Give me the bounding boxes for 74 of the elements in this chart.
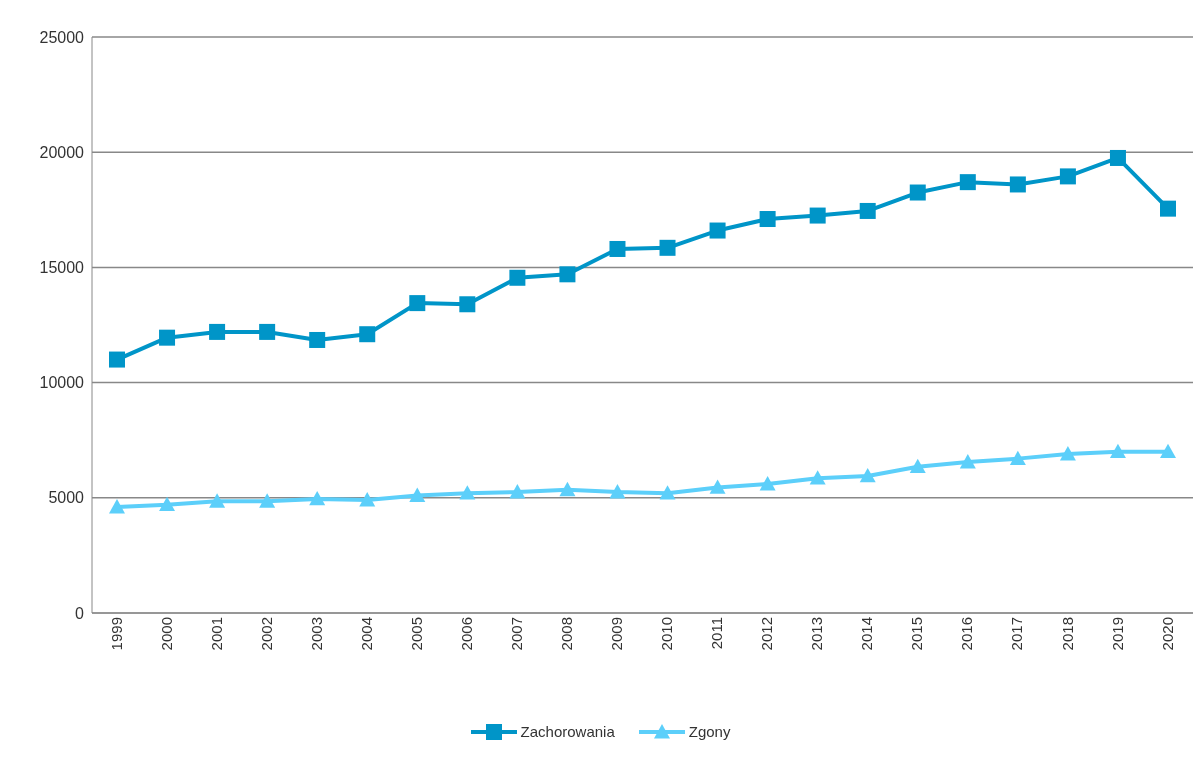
- point: [659, 239, 676, 256]
- point: [809, 470, 826, 485]
- point: [409, 295, 426, 312]
- x-tick-label: 2010: [658, 617, 676, 651]
- point: [709, 479, 726, 494]
- y-tick-label: 10000: [39, 374, 85, 392]
- legend-label: Zachorowania: [520, 723, 615, 740]
- point: [259, 493, 276, 508]
- x-tick-label: 2001: [207, 617, 225, 651]
- point: [1059, 168, 1076, 185]
- point: [1109, 149, 1126, 166]
- point: [1109, 443, 1126, 459]
- x-tick-label: 2015: [908, 617, 926, 651]
- point: [359, 492, 376, 507]
- x-tick-label: 2003: [307, 617, 325, 651]
- point: [609, 484, 626, 499]
- point: [1059, 446, 1076, 461]
- point: [459, 485, 476, 500]
- point: [1160, 443, 1176, 459]
- point: [359, 326, 376, 343]
- x-tick-label: 2011: [708, 617, 726, 650]
- y-tick-label: 5000: [48, 489, 85, 507]
- point: [309, 331, 326, 348]
- point: [759, 211, 776, 228]
- point: [159, 496, 176, 512]
- x-tick-label: 2013: [808, 617, 826, 651]
- point: [109, 351, 125, 368]
- point: [509, 269, 526, 286]
- point: [659, 485, 676, 500]
- point: [609, 240, 626, 257]
- x-tick-label: 1999: [107, 617, 125, 651]
- x-tick-label: 2006: [457, 617, 475, 651]
- point: [959, 454, 976, 469]
- x-tick-label: 2016: [958, 617, 976, 651]
- point: [209, 493, 226, 508]
- y-tick-label: 0: [75, 604, 85, 622]
- point: [209, 323, 226, 340]
- point: [909, 184, 926, 201]
- x-tick-label: 2019: [1108, 617, 1126, 651]
- point: [859, 467, 876, 483]
- point: [909, 458, 926, 474]
- x-tick-label: 2018: [1058, 617, 1076, 651]
- point: [109, 499, 125, 514]
- y-tick-label: 20000: [39, 143, 85, 161]
- point: [709, 222, 726, 239]
- point: [559, 266, 576, 283]
- point: [459, 296, 476, 313]
- legend-label: Zgony: [688, 723, 731, 740]
- point: [559, 481, 576, 497]
- x-tick-label: 2012: [758, 617, 776, 651]
- point: [309, 490, 326, 506]
- point: [959, 174, 976, 191]
- point: [509, 484, 526, 499]
- point: [759, 475, 776, 491]
- point: [1009, 176, 1026, 193]
- point: [159, 329, 176, 346]
- x-tick-label: 2017: [1008, 617, 1026, 651]
- x-tick-label: 2008: [558, 617, 576, 651]
- x-tick-label: 2005: [407, 617, 425, 651]
- x-tick-label: 2000: [157, 617, 175, 651]
- point: [1009, 450, 1026, 466]
- point: [1160, 200, 1176, 217]
- point: [809, 207, 826, 224]
- point: [259, 323, 276, 340]
- y-tick-label: 25000: [39, 28, 85, 46]
- y-tick-label: 15000: [39, 259, 85, 277]
- x-tick-label: 2002: [257, 617, 275, 651]
- point: [859, 202, 876, 219]
- x-tick-label: 2014: [858, 617, 876, 651]
- x-tick-label: 2007: [508, 617, 526, 651]
- point: [409, 487, 426, 502]
- x-tick-label: 2009: [608, 617, 626, 651]
- x-tick-label: 2004: [357, 617, 375, 651]
- x-tick-label: 2020: [1158, 617, 1176, 651]
